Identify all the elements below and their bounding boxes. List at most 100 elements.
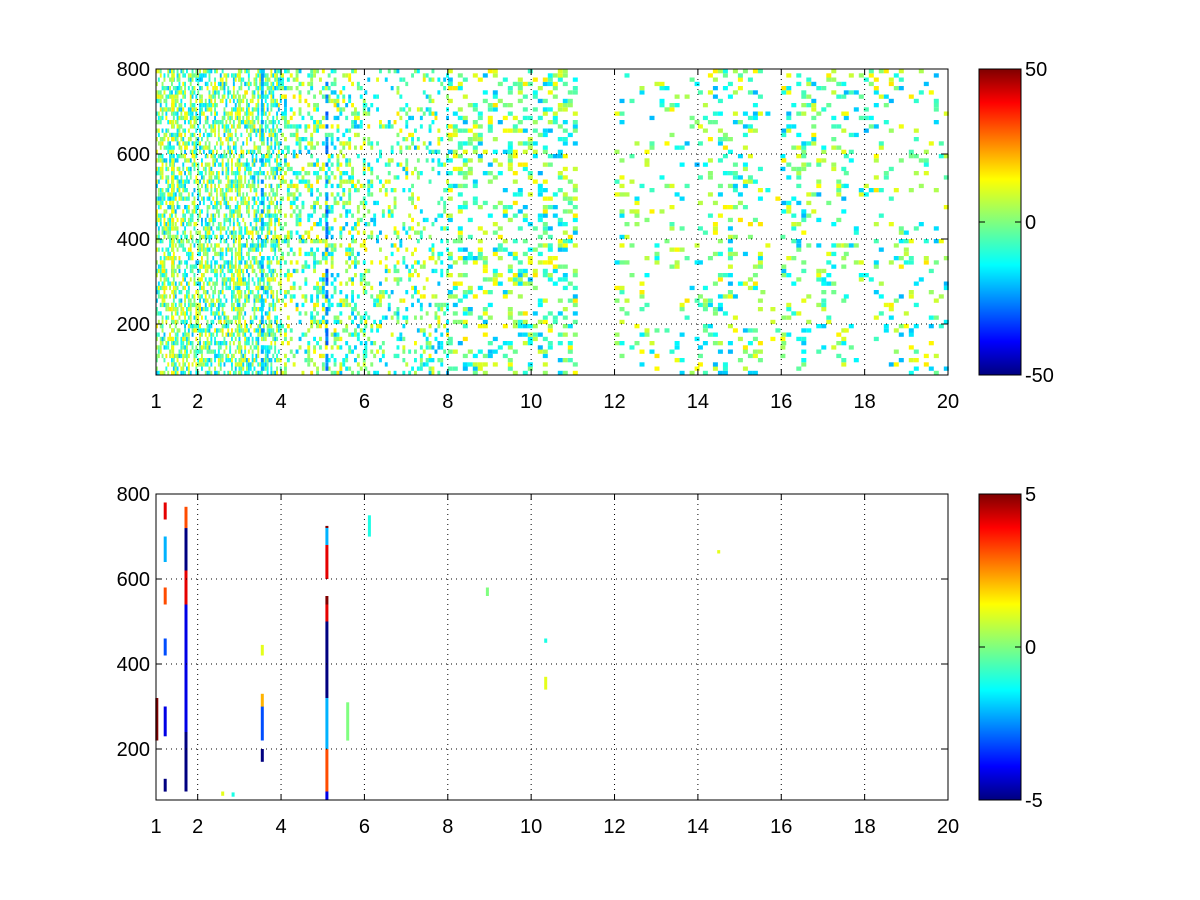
heatmap-cell [253, 158, 256, 163]
heatmap-cell [186, 196, 188, 201]
heatmap-cell [614, 285, 620, 291]
heatmap-cell [348, 77, 352, 82]
heatmap-cell [492, 69, 498, 74]
heatmap-cell [249, 111, 252, 116]
heatmap-cell [206, 132, 209, 138]
heatmap-cell [467, 128, 473, 133]
heatmap-cell [416, 145, 420, 150]
heatmap-cell [274, 217, 277, 223]
heatmap-cell [176, 239, 179, 244]
heatmap-cell [425, 73, 429, 78]
heatmap-cell [253, 302, 256, 308]
heatmap-cell [234, 132, 237, 138]
heatmap-cell [379, 260, 382, 265]
heatmap-cell [722, 205, 728, 210]
heatmap-cell [159, 264, 162, 269]
heatmap-cell [712, 94, 718, 99]
heatmap-cell [279, 358, 282, 363]
heatmap-cell [333, 81, 337, 87]
heatmap-cell [171, 81, 173, 87]
heatmap-cell [221, 120, 224, 125]
heatmap-cell [517, 98, 523, 104]
heatmap-cell [257, 341, 260, 346]
heatmap-cell [284, 107, 287, 112]
heatmap-cell [732, 315, 738, 320]
heatmap-cell [367, 268, 371, 274]
heatmap-cell [281, 77, 284, 82]
heatmap-cell [492, 277, 498, 282]
heatmap-cell [189, 137, 192, 142]
heatmap-cell [295, 222, 299, 227]
heatmap-cell [229, 341, 232, 346]
heatmap-cell [462, 247, 468, 252]
heatmap-cell [286, 239, 290, 244]
heatmap-cell [286, 277, 290, 282]
heatmap-cell [359, 200, 363, 206]
heatmap-cell [547, 205, 553, 210]
heatmap-cell [512, 124, 518, 129]
heatmap-cell [330, 226, 334, 231]
heatmap-cell [257, 205, 260, 210]
heatmap-cell [286, 162, 290, 167]
heatmap-cell [367, 141, 371, 146]
heatmap-cell [354, 273, 357, 278]
heatmap-cell [236, 98, 239, 104]
heatmap-cell [236, 268, 239, 274]
heatmap-cell [225, 251, 228, 257]
heatmap-cell [247, 166, 250, 172]
heatmap-cell [542, 188, 548, 193]
heatmap-cell [240, 358, 243, 363]
heatmap-cell [348, 277, 352, 282]
heatmap-cell [324, 175, 328, 180]
heatmap-cell [264, 285, 267, 291]
heatmap-cell [414, 166, 417, 172]
heatmap-cell [240, 107, 243, 112]
heatmap-cell [189, 230, 192, 235]
heatmap-cell [697, 345, 703, 350]
heatmap-cell [664, 141, 670, 146]
heatmap-cell [298, 285, 302, 291]
heatmap-cell [174, 324, 177, 329]
heatmap-cell [727, 217, 733, 223]
heatmap-cell [351, 166, 354, 172]
heatmap-cell [396, 319, 400, 325]
heatmap-cell [298, 90, 302, 95]
heatmap-cell [274, 73, 277, 78]
heatmap-cell [247, 277, 250, 282]
heatmap-cell [276, 137, 278, 142]
heatmap-cell [279, 179, 282, 184]
heatmap-cell [159, 171, 162, 176]
heatmap-cell [732, 294, 738, 299]
heatmap-cell [356, 205, 360, 210]
heatmap-cell [497, 243, 503, 248]
heatmap-cell [236, 137, 239, 142]
heatmap-cell [259, 124, 262, 129]
heatmap-cell [669, 226, 675, 231]
heatmap-cell [257, 69, 260, 74]
heatmap-cell [281, 370, 284, 376]
heatmap-cell [742, 69, 748, 74]
heatmap-cell [197, 171, 200, 176]
heatmap-cell [781, 90, 787, 95]
heatmap-cell [512, 277, 518, 282]
heatmap-cell [467, 251, 473, 257]
heatmap-cell [195, 239, 198, 244]
heatmap-cell [289, 247, 293, 252]
heatmap-cell [159, 94, 162, 99]
heatmap-cell [542, 260, 548, 265]
heatmap-cell [206, 145, 209, 150]
heatmap-cell [270, 154, 273, 159]
heatmap-cell [722, 145, 728, 150]
heatmap-cell [225, 281, 228, 286]
heatmap-cell [247, 86, 250, 91]
heatmap-cell [229, 196, 232, 201]
heatmap-cell [821, 145, 827, 150]
heatmap-cell [562, 324, 568, 329]
heatmap-cell [402, 370, 406, 376]
heatmap-cell [457, 141, 463, 146]
heatmap-cell [167, 217, 170, 223]
heatmap-cell [171, 196, 173, 201]
heatmap-cell [204, 239, 207, 244]
heatmap-cell [619, 341, 625, 346]
heatmap-cell [159, 158, 162, 163]
